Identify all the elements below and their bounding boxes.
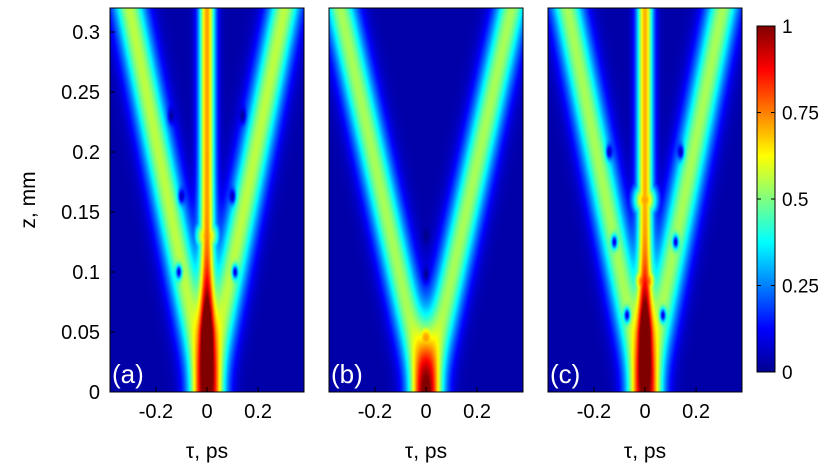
y-tick-label: 0.1 [72, 262, 100, 284]
y-tick-label: 0.05 [61, 322, 100, 344]
x-axis-label-c: τ, ps [624, 440, 666, 463]
x-tick-label: 0 [201, 401, 212, 423]
panel-label-a: (a) [112, 359, 144, 389]
heatmap-canvas-a [110, 8, 304, 392]
colorbar-tick-label: 0.25 [782, 277, 819, 298]
x-tick-label: 0.2 [463, 401, 491, 423]
x-axis-label-a: τ, ps [186, 440, 228, 463]
heatmap-panel-c: (c) [547, 7, 743, 393]
x-tick-label: -0.2 [577, 401, 611, 423]
colorbar: 0 0.25 0.5 0.75 1 [756, 17, 819, 384]
x-tick-label: -0.2 [358, 401, 392, 423]
heatmap-canvas-c [548, 8, 742, 392]
panel-label-b: (b) [331, 359, 363, 389]
x-axis-ticks: -0.2 0 0.2 -0.2 0 0.2 -0.2 0 0.2 [139, 387, 710, 423]
x-tick-label: -0.2 [139, 401, 173, 423]
y-tick-label: 0.25 [61, 82, 100, 104]
y-axis-label: z, mm [17, 171, 40, 228]
panel-label-c: (c) [550, 359, 580, 389]
colorbar-tick-label: 0.5 [782, 190, 808, 211]
heatmap-panel-a: (a) [109, 7, 305, 393]
colorbar-tick-label: 0 [782, 363, 793, 384]
y-tick-label: 0.2 [72, 142, 100, 164]
x-tick-label: 0 [420, 401, 431, 423]
y-tick-label: 0 [89, 382, 100, 404]
x-tick-label: 0 [639, 401, 650, 423]
x-tick-label: 0.2 [682, 401, 710, 423]
colorbar-ticks: 0 0.25 0.5 0.75 1 [757, 17, 819, 384]
colorbar-tick-label: 1 [782, 17, 793, 38]
colorbar-tick-label: 0.75 [782, 104, 819, 125]
heatmap-panel-b: (b) [328, 7, 524, 393]
y-axis-ticks: 0 0.05 0.1 0.15 0.2 0.25 0.3 [61, 22, 115, 404]
x-tick-label: 0.2 [244, 401, 272, 423]
heatmap-canvas-b [329, 8, 523, 392]
y-tick-label: 0.3 [72, 22, 100, 44]
y-tick-label: 0.15 [61, 202, 100, 224]
x-axis-label-b: τ, ps [405, 440, 447, 463]
